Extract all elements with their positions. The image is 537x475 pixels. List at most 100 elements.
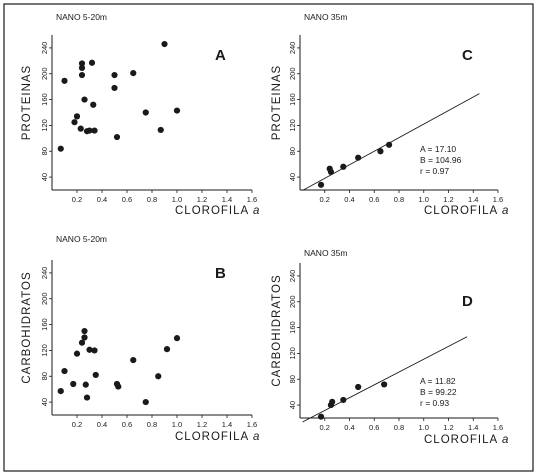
regression-stat: B = 104.96: [420, 155, 462, 165]
data-point: [91, 347, 98, 354]
data-point: [173, 107, 181, 114]
data-point: [71, 119, 78, 126]
panel-letter: D: [462, 293, 473, 310]
y-tick-label: 40: [288, 173, 297, 181]
regression-stat: B = 99.22: [420, 387, 457, 397]
data-point: [78, 339, 86, 346]
y-tick-label: 40: [40, 173, 49, 181]
x-tick-label: 0.4: [344, 423, 354, 432]
data-point: [130, 357, 137, 364]
x-axis-title: CLOROFILA: [424, 205, 498, 217]
regression-stat: A = 11.82: [420, 376, 456, 386]
panels: 0.2 0.4 0.6 0.8 1.0 1.2 1.4 1.6 40 80 120 160 200 240…: [21, 12, 509, 446]
regression-stat: r = 0.93: [420, 398, 449, 408]
data-point: [61, 367, 68, 375]
x-tick-label: 1.4: [468, 423, 478, 432]
data-point: [78, 60, 86, 67]
x-tick-label: 0.6: [122, 420, 132, 429]
data-point: [78, 64, 86, 72]
y-tick-label: 80: [40, 147, 49, 155]
y-tick-label: 160: [288, 93, 297, 106]
x-tick-label: 1.6: [247, 420, 257, 429]
data-point: [173, 335, 181, 342]
x-tick-label: 0.2: [320, 423, 330, 432]
y-tick-label: 160: [288, 321, 297, 334]
y-axis-title: CARBOHIDRATOS: [271, 274, 283, 386]
x-tick-label: 0.2: [72, 420, 82, 429]
y-tick-label: 200: [40, 67, 49, 80]
x-tick-label: 0.8: [394, 423, 404, 432]
y-tick-label: 80: [40, 372, 49, 380]
data-point: [142, 398, 149, 406]
panel-letter: C: [462, 47, 473, 64]
data-point: [329, 398, 336, 405]
data-point: [157, 126, 164, 134]
y-tick-label: 200: [288, 295, 297, 308]
x-tick-label: 0.4: [97, 420, 107, 429]
x-axis-title: CLOROFILA: [424, 434, 498, 446]
x-tick-label: 1.0: [172, 420, 182, 429]
x-tick-label: 0.8: [394, 195, 404, 204]
data-point: [81, 327, 88, 335]
data-point: [78, 71, 86, 79]
data-point: [355, 383, 362, 391]
x-axis-title-suffix: a: [502, 205, 509, 217]
x-tick-label: 0.2: [72, 195, 82, 204]
panel-subtitle: NANO 35m: [304, 248, 347, 258]
y-tick-label: 240: [288, 42, 297, 55]
y-tick-label: 80: [288, 147, 297, 155]
data-point: [161, 40, 168, 48]
y-axis-title: CARBOHIDRATOS: [21, 271, 33, 383]
data-point: [377, 148, 384, 155]
panel-d: 0.2 0.4 0.6 0.8 1.0 1.2 1.4 1.6 40 80 120 160 200 240…: [271, 248, 509, 446]
x-tick-label: 1.6: [493, 195, 503, 204]
data-point: [86, 127, 93, 134]
data-point: [82, 381, 89, 388]
data-point: [386, 141, 393, 148]
x-tick-label: 1.0: [419, 195, 429, 204]
y-tick-label: 120: [288, 119, 297, 132]
data-point: [340, 396, 347, 404]
data-point: [115, 383, 122, 390]
x-tick-label: 0.4: [344, 195, 354, 204]
data-point: [73, 113, 81, 120]
data-point: [86, 346, 93, 353]
x-tick-label: 0.6: [122, 195, 132, 204]
x-tick-label: 1.2: [197, 420, 207, 429]
data-point: [130, 70, 137, 77]
y-tick-label: 40: [288, 401, 297, 409]
x-tick-label: 0.6: [369, 195, 379, 204]
y-tick-label: 160: [40, 318, 49, 331]
y-tick-label: 40: [40, 398, 49, 406]
data-point: [90, 101, 97, 108]
panel-c: 0.2 0.4 0.6 0.8 1.0 1.2 1.4 1.6 40 80 120 160 200 240…: [271, 12, 509, 217]
data-point: [88, 59, 96, 66]
x-axis-title-suffix: a: [253, 431, 260, 443]
data-point: [81, 96, 88, 103]
x-axis-title-suffix: a: [253, 205, 260, 217]
y-tick-label: 240: [40, 42, 49, 55]
data-point: [92, 371, 99, 379]
x-tick-label: 0.8: [147, 420, 157, 429]
x-tick-label: 0.8: [147, 195, 157, 204]
data-point: [317, 413, 325, 420]
x-tick-label: 1.0: [419, 423, 429, 432]
y-tick-label: 80: [288, 375, 297, 383]
x-tick-label: 1.2: [197, 195, 207, 204]
y-axis-title: PROTEINAS: [21, 65, 33, 140]
panel-b: 0.2 0.4 0.6 0.8 1.0 1.2 1.4 1.6 40 80 120 160 200 240…: [21, 234, 260, 443]
x-tick-label: 1.4: [222, 195, 232, 204]
x-axis-title-suffix: a: [502, 434, 509, 446]
data-point: [83, 394, 91, 401]
x-tick-label: 1.4: [468, 195, 478, 204]
panel-letter: B: [215, 265, 226, 282]
panel-subtitle: NANO 5-20m: [56, 234, 107, 244]
data-point: [91, 127, 98, 134]
y-tick-label: 120: [40, 344, 49, 357]
data-point: [317, 181, 325, 188]
x-tick-label: 0.2: [320, 195, 330, 204]
x-tick-label: 1.2: [443, 195, 453, 204]
data-point: [57, 388, 64, 395]
y-tick-label: 120: [40, 119, 49, 132]
